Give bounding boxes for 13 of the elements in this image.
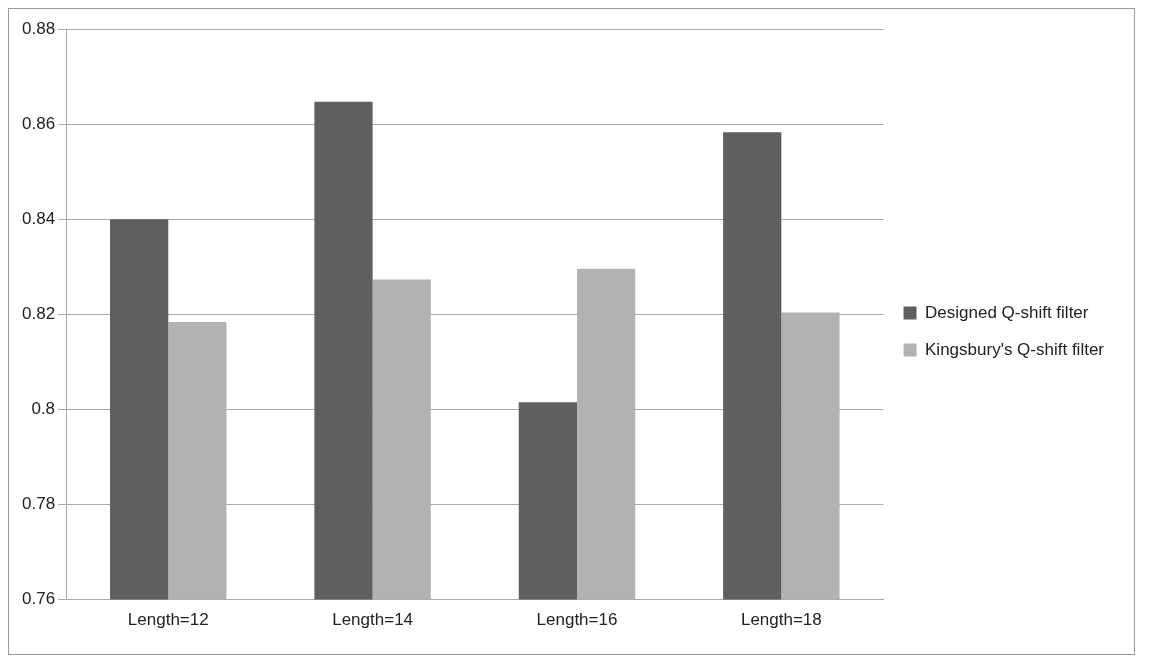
x-tick-label: Length=12 (127, 610, 209, 630)
y-tick-label: 0.76 (21, 589, 56, 609)
legend-label: Kingsbury's Q-shift filter (925, 339, 1105, 359)
y-tick-label: 0.78 (21, 494, 56, 514)
y-tick-label: 0.82 (21, 303, 56, 323)
x-tick-label: Length=16 (536, 610, 618, 630)
y-tick-label: 0.84 (21, 208, 56, 228)
legend-label: Designed Q-shift filter (925, 302, 1089, 322)
y-tick-label: 0.86 (21, 113, 56, 133)
y-tick-label: 0.8 (31, 399, 56, 419)
x-tick-label: Length=14 (332, 610, 414, 630)
y-tick-label: 0.88 (21, 18, 56, 38)
x-tick-label: Length=18 (740, 610, 822, 630)
